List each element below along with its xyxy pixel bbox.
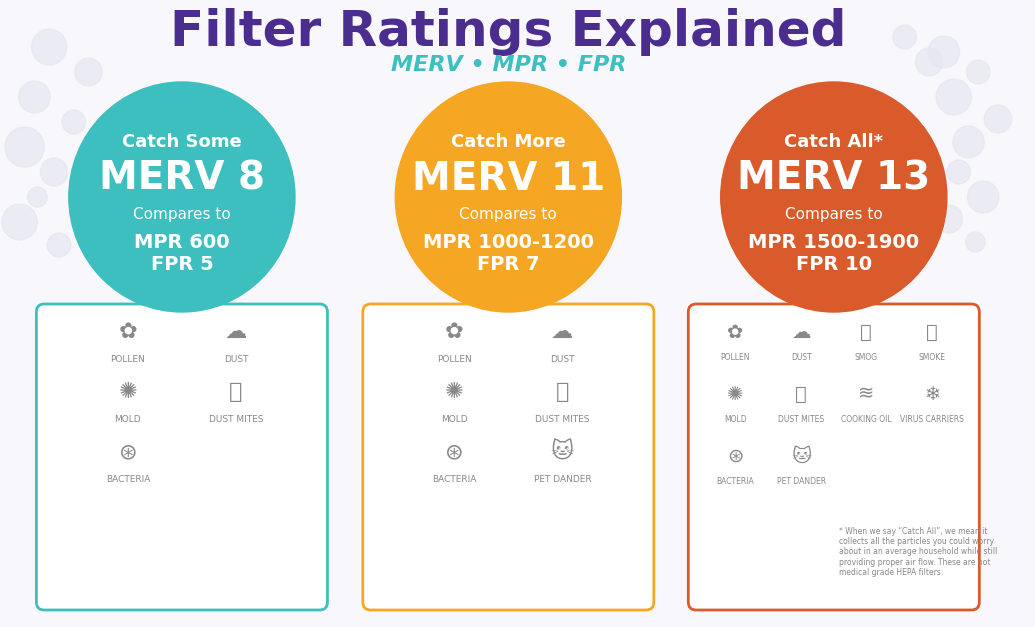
Text: 🚬: 🚬 (926, 322, 938, 342)
Text: Compares to: Compares to (134, 208, 231, 223)
Text: VIRUS CARRIERS: VIRUS CARRIERS (900, 416, 964, 424)
Text: * When we say “Catch All”, we mean it
collects all the particles you could worry: * When we say “Catch All”, we mean it co… (838, 527, 997, 577)
Circle shape (893, 25, 916, 49)
Text: 🏭: 🏭 (860, 322, 873, 342)
Text: ✺: ✺ (119, 382, 137, 402)
Text: DUST: DUST (224, 354, 248, 364)
Circle shape (947, 160, 971, 184)
Text: 🕷: 🕷 (796, 384, 807, 404)
Text: 🐱: 🐱 (551, 441, 574, 463)
Circle shape (720, 82, 947, 312)
Text: MERV • MPR • FPR: MERV • MPR • FPR (390, 55, 626, 75)
Text: BACTERIA: BACTERIA (106, 475, 150, 483)
Text: POLLEN: POLLEN (437, 354, 472, 364)
Text: ⊛: ⊛ (445, 442, 464, 462)
Text: BACTERIA: BACTERIA (432, 475, 476, 483)
Text: 🕷: 🕷 (556, 382, 569, 402)
Text: Catch All*: Catch All* (785, 133, 883, 151)
Text: 🕷: 🕷 (230, 382, 242, 402)
Circle shape (69, 82, 295, 312)
Circle shape (967, 60, 990, 84)
Text: DUST MITES: DUST MITES (209, 414, 263, 423)
Text: FPR 5: FPR 5 (150, 255, 213, 275)
Text: ✺: ✺ (445, 382, 464, 402)
Circle shape (5, 127, 45, 167)
Text: Compares to: Compares to (460, 208, 557, 223)
Circle shape (928, 36, 959, 68)
Text: ☁: ☁ (225, 322, 247, 342)
Text: COOKING OIL: COOKING OIL (841, 416, 891, 424)
FancyBboxPatch shape (363, 304, 654, 610)
Text: BACTERIA: BACTERIA (716, 478, 755, 487)
FancyBboxPatch shape (688, 304, 979, 610)
Circle shape (984, 105, 1012, 133)
Text: SMOG: SMOG (855, 354, 878, 362)
Text: Catch More: Catch More (451, 133, 566, 151)
Text: POLLEN: POLLEN (111, 354, 145, 364)
Text: POLLEN: POLLEN (720, 354, 750, 362)
Text: ❄: ❄ (924, 384, 941, 404)
Text: ☁: ☁ (792, 322, 811, 342)
Text: ⊛: ⊛ (119, 442, 137, 462)
Text: MPR 1000-1200: MPR 1000-1200 (423, 233, 594, 251)
Text: DUST MITES: DUST MITES (535, 414, 590, 423)
Circle shape (968, 181, 999, 213)
Text: DUST: DUST (791, 354, 811, 362)
Circle shape (31, 29, 67, 65)
Circle shape (28, 187, 48, 207)
Text: Filter Ratings Explained: Filter Ratings Explained (170, 8, 847, 56)
Text: Compares to: Compares to (785, 208, 883, 223)
Text: PET DANDER: PET DANDER (777, 478, 826, 487)
Text: MOLD: MOLD (115, 414, 141, 423)
Text: MPR 1500-1900: MPR 1500-1900 (748, 233, 919, 251)
Text: MOLD: MOLD (441, 414, 468, 423)
Circle shape (915, 48, 943, 76)
Circle shape (48, 233, 70, 257)
Text: ✿: ✿ (728, 322, 744, 342)
Text: ✺: ✺ (728, 384, 744, 404)
Text: PET DANDER: PET DANDER (534, 475, 591, 483)
FancyBboxPatch shape (36, 304, 327, 610)
Circle shape (953, 126, 984, 158)
Text: DUST MITES: DUST MITES (778, 416, 825, 424)
Text: MOLD: MOLD (724, 416, 747, 424)
Circle shape (395, 82, 621, 312)
Text: ≋: ≋ (858, 384, 875, 404)
Text: ✿: ✿ (119, 322, 137, 342)
Circle shape (19, 81, 50, 113)
Circle shape (936, 79, 972, 115)
Circle shape (40, 158, 68, 186)
Text: MERV 11: MERV 11 (412, 160, 605, 198)
Text: Catch Some: Catch Some (122, 133, 242, 151)
Text: FPR 10: FPR 10 (796, 255, 871, 275)
Text: MERV 8: MERV 8 (99, 160, 265, 198)
Text: ⊛: ⊛ (728, 446, 744, 465)
Circle shape (935, 205, 963, 233)
Text: ✿: ✿ (445, 322, 464, 342)
Text: 🐱: 🐱 (791, 446, 811, 465)
Circle shape (75, 58, 102, 86)
Text: SMOKE: SMOKE (919, 354, 946, 362)
Text: ☁: ☁ (552, 322, 573, 342)
Text: MPR 600: MPR 600 (135, 233, 230, 251)
Text: MERV 13: MERV 13 (737, 160, 930, 198)
Circle shape (62, 110, 86, 134)
Text: DUST: DUST (551, 354, 574, 364)
Circle shape (2, 204, 37, 240)
Text: FPR 7: FPR 7 (477, 255, 539, 275)
Circle shape (966, 232, 985, 252)
